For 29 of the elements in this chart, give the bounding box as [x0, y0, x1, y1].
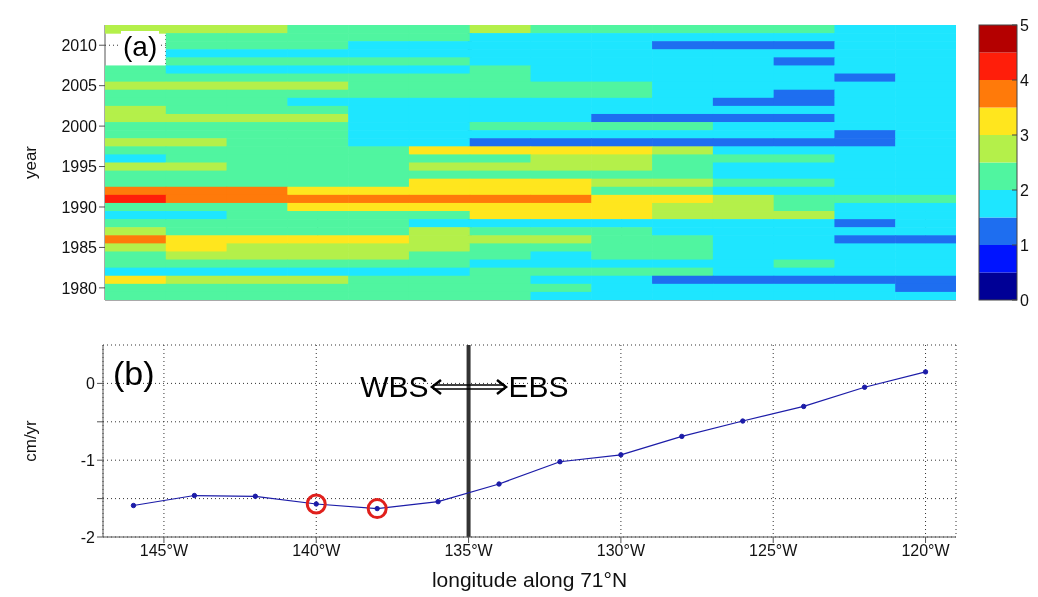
color-bar-label: 4 [1020, 72, 1029, 89]
y-axis-title: year [21, 145, 41, 180]
y-tick-label: 2005 [61, 77, 98, 95]
y-tick-label: 1990 [61, 198, 98, 216]
y-tick-label: 1995 [61, 158, 98, 176]
y-tick-label: -2 [80, 528, 96, 546]
x-tick-label: 120°W [901, 542, 951, 560]
color-bar-label: 5 [1020, 17, 1029, 34]
annotation: (a) [121, 31, 160, 63]
y-axis-title: cm/yr [21, 419, 41, 462]
y-tick-label: -1 [80, 451, 96, 469]
y-tick-label: 0 [86, 375, 96, 393]
x-tick-label: 125°W [749, 542, 799, 560]
annotation: (b) [113, 353, 155, 393]
annotation: EBS [508, 369, 569, 405]
x-tick-label: 135°W [444, 542, 494, 560]
y-tick-label: 1980 [61, 279, 98, 297]
y-tick-label: 2010 [61, 36, 98, 54]
y-tick-label: 2000 [61, 117, 98, 135]
x-tick-label: 130°W [596, 542, 646, 560]
color-bar-label: 2 [1020, 182, 1029, 199]
annotation: WBS [360, 369, 429, 405]
y-tick-label: 1985 [61, 239, 98, 257]
x-axis-title: longitude along 71°N [431, 568, 628, 591]
x-tick-label: 145°W [139, 542, 189, 560]
x-tick-label: 140°W [292, 542, 342, 560]
color-bar-label: 1 [1020, 237, 1029, 254]
color-bar-label: 3 [1020, 127, 1029, 144]
color-bar-label: 0 [1020, 292, 1029, 309]
